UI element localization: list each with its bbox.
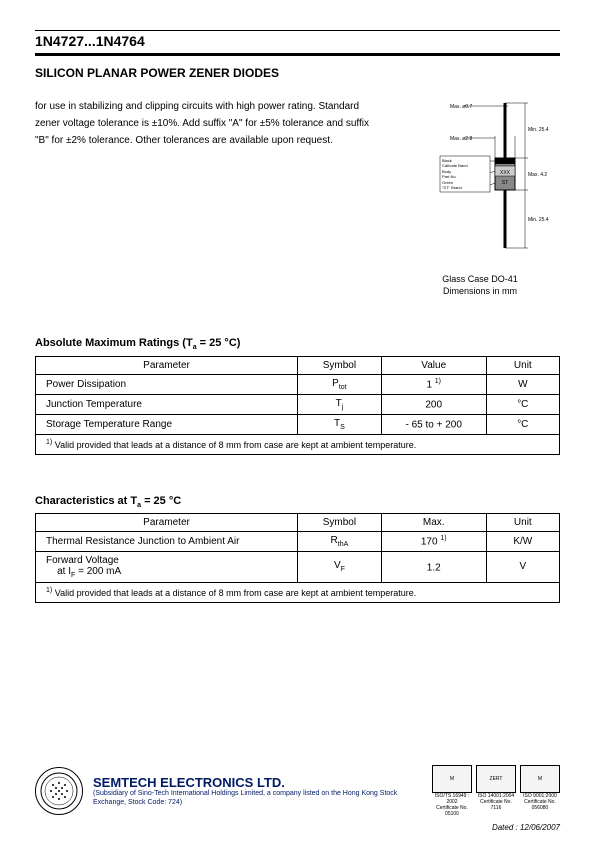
- table1-title: Absolute Maximum Ratings (Ta = 25 °C): [35, 337, 560, 351]
- description-text: for use in stabilizing and clipping circ…: [35, 98, 380, 297]
- t2-r1-unit: V: [486, 551, 559, 582]
- dim-body-dia: Max. ø2.8: [450, 136, 472, 142]
- header-rule-thin: [35, 30, 560, 31]
- t1-r2-sym: TS: [298, 414, 382, 434]
- table-row: Storage Temperature Range TS - 65 to + 2…: [36, 414, 560, 434]
- t1-r2-unit: °C: [486, 414, 559, 434]
- t1-title-prefix: Absolute Maximum Ratings (T: [35, 337, 193, 349]
- cert-badge-1: ZERT: [476, 765, 516, 793]
- page-footer: SEMTECH ELECTRONICS LTD. (Subsidiary of …: [35, 765, 560, 817]
- t1-h0: Parameter: [36, 356, 298, 374]
- t1-r1-param: Junction Temperature: [36, 394, 298, 414]
- table-row: Power Dissipation Ptot 1 1) W: [36, 374, 560, 394]
- t1-h2: Value: [381, 356, 486, 374]
- page-title: SILICON PLANAR POWER ZENER DIODES: [35, 66, 560, 80]
- table-row: Parameter Symbol Value Unit: [36, 356, 560, 374]
- cert-badge-0: M: [432, 765, 472, 793]
- t2-r1-sym: VF: [298, 551, 382, 582]
- package-diagram: XXX ST Max. ø0.7 Max. ø2.8 Min. 25.4 Max…: [400, 98, 560, 297]
- t2-title-prefix: Characteristics at T: [35, 495, 137, 507]
- band-label-6: "ST" Brand: [442, 185, 462, 190]
- dim-body-len: Max. 4.2: [528, 172, 547, 178]
- t1-r1-sym: Tj: [298, 394, 382, 414]
- table2-title: Characteristics at Ta = 25 °C: [35, 495, 560, 509]
- t2-h3: Unit: [486, 513, 559, 531]
- characteristics-table: Parameter Symbol Max. Unit Thermal Resis…: [35, 513, 560, 603]
- body-st-label: ST: [502, 180, 508, 186]
- cert-badges: M ISO/TS 16949 : 2002 Certificate No. 05…: [432, 765, 560, 817]
- table-row: Junction Temperature Tj 200 °C: [36, 394, 560, 414]
- t1-r1-val: 200: [381, 394, 486, 414]
- cert-cert-0: Certificate No. 05100: [432, 805, 472, 817]
- t2-r0-sym: RthA: [298, 531, 382, 551]
- table-row: Forward Voltage at IF = 200 mA VF 1.2 V: [36, 551, 560, 582]
- t1-r2-val: - 65 to + 200: [381, 414, 486, 434]
- cert-cert-1: Certificate No. 7116: [476, 799, 516, 811]
- t1-r2-param: Storage Temperature Range: [36, 414, 298, 434]
- subsidiary-text: (Subsidiary of Sino-Tech International H…: [93, 790, 422, 807]
- t2-title-suffix: = 25 °C: [141, 495, 181, 507]
- diagram-caption-2: Dimensions in mm: [443, 286, 517, 296]
- t2-h0: Parameter: [36, 513, 298, 531]
- t1-footnote: 1) Valid provided that leads at a distan…: [36, 434, 560, 454]
- company-logo: [35, 767, 83, 815]
- do41-diagram-svg: XXX ST Max. ø0.7 Max. ø2.8 Min. 25.4 Max…: [410, 98, 550, 268]
- t2-r1-val: 1.2: [381, 551, 486, 582]
- t1-h3: Unit: [486, 356, 559, 374]
- table-row: Parameter Symbol Max. Unit: [36, 513, 560, 531]
- t2-r0-unit: K/W: [486, 531, 559, 551]
- t2-h2: Max.: [381, 513, 486, 531]
- dim-lead-dia: Max. ø0.7: [450, 104, 472, 110]
- body-xxx-label: XXX: [500, 170, 511, 176]
- table-row: 1) Valid provided that leads at a distan…: [36, 582, 560, 602]
- cert-label-0: ISO/TS 16949 : 2002: [432, 793, 472, 805]
- logo-icon: [39, 771, 79, 811]
- table-row: Thermal Resistance Junction to Ambient A…: [36, 531, 560, 551]
- t2-r1-param: Forward Voltage at IF = 200 mA: [36, 551, 298, 582]
- t2-r0-val: 170 1): [381, 531, 486, 551]
- part-range: 1N4727...1N4764: [35, 33, 560, 49]
- t1-r0-param: Power Dissipation: [36, 374, 298, 394]
- t1-h1: Symbol: [298, 356, 382, 374]
- cert-cert-2: Certificate No. 056080: [520, 799, 560, 811]
- t2-footnote: 1) Valid provided that leads at a distan…: [36, 582, 560, 602]
- header-rule-thick: [35, 53, 560, 56]
- dim-lead-top: Min. 25.4: [528, 127, 549, 133]
- abs-max-table: Parameter Symbol Value Unit Power Dissip…: [35, 356, 560, 455]
- t1-title-suffix: = 25 °C): [197, 337, 241, 349]
- dim-lead-bot: Min. 25.4: [528, 217, 549, 223]
- t2-r0-param: Thermal Resistance Junction to Ambient A…: [36, 531, 298, 551]
- t1-r0-sym: Ptot: [298, 374, 382, 394]
- t1-r0-val: 1 1): [381, 374, 486, 394]
- t1-r1-unit: °C: [486, 394, 559, 414]
- dated-text: Dated : 12/06/2007: [492, 823, 560, 832]
- diagram-caption-1: Glass Case DO-41: [442, 274, 518, 284]
- t2-h1: Symbol: [298, 513, 382, 531]
- company-name: SEMTECH ELECTRONICS LTD.: [93, 775, 422, 790]
- cert-badge-2: M: [520, 765, 560, 793]
- band-label-4: Part No.: [442, 174, 457, 179]
- band-label-2: Cathode Band: [442, 163, 468, 168]
- t1-r0-unit: W: [486, 374, 559, 394]
- table-row: 1) Valid provided that leads at a distan…: [36, 434, 560, 454]
